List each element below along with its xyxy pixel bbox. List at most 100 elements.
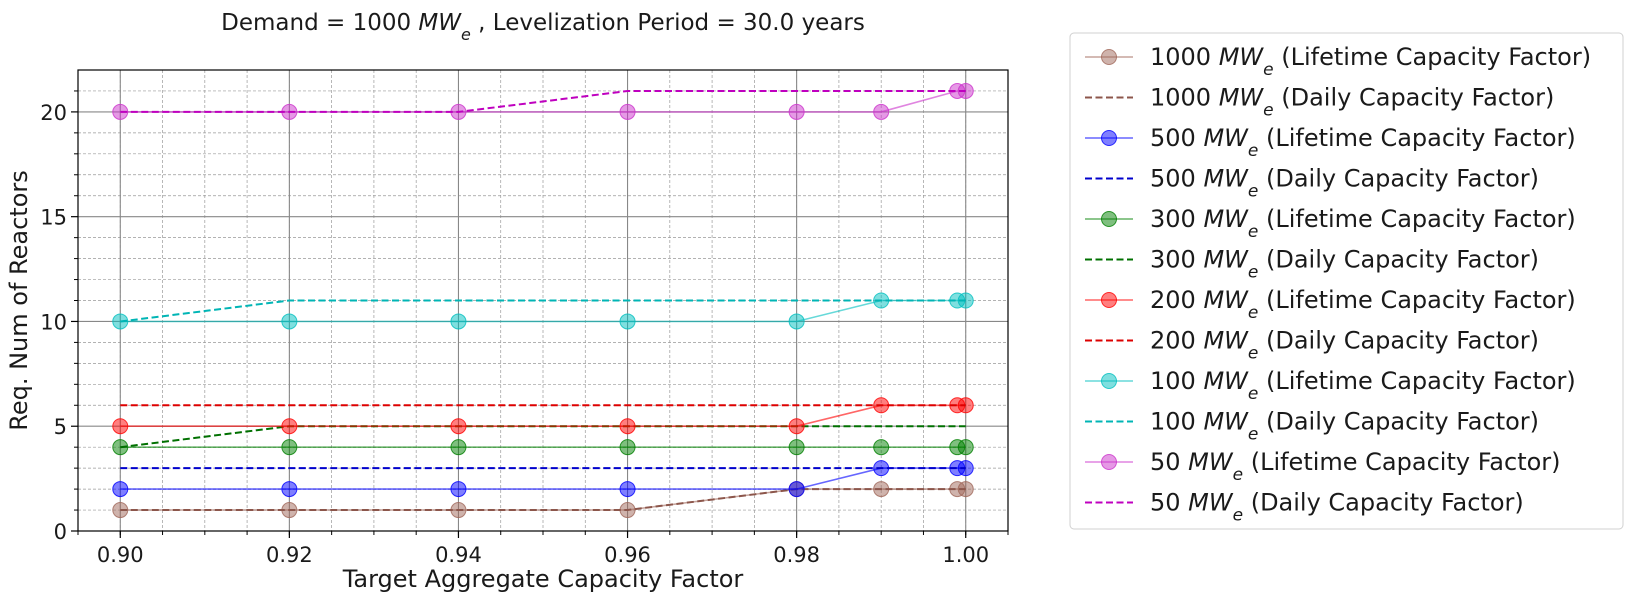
axis-ticks: 0.90 0.92 0.94 0.96 0.98 1.00 0 5 10 15 20 [40,90,1009,567]
data-point [450,418,467,435]
legend-label: 200 MWe (Daily Capacity Factor) [1150,327,1539,364]
y-tick-label: 10 [40,310,67,334]
data-point [619,481,636,498]
legend-entry: 100 MWe (Lifetime Capacity Factor) [1085,367,1576,404]
legend-unit: MW [1219,43,1265,71]
legend: 1000 MWe (Lifetime Capacity Factor)1000 … [1069,32,1624,530]
y-axis-label: Req. Num of Reactors [5,170,33,431]
data-point [619,103,636,120]
legend-marker [1101,49,1117,65]
legend-series-label: (Lifetime Capacity Factor) [1258,124,1575,152]
legend-size: 200 [1150,286,1203,314]
legend-entry: 1000 MWe (Lifetime Capacity Factor) [1085,43,1591,80]
data-point [957,397,974,414]
data-point [957,82,974,99]
x-tick-label: 1.00 [942,543,989,567]
data-point [281,313,298,330]
data-point [112,481,129,498]
y-tick-label: 20 [40,101,67,125]
legend-series-label: (Daily Capacity Factor) [1243,489,1524,517]
x-tick-label: 0.96 [604,543,651,567]
data-point [957,439,974,456]
legend-label: 1000 MWe (Lifetime Capacity Factor) [1150,43,1591,80]
legend-unit: MW [1203,205,1249,233]
legend-series-label: (Daily Capacity Factor) [1258,165,1539,193]
data-point [112,103,129,120]
series-line-daily [120,488,966,511]
legend-entry: 200 MWe (Daily Capacity Factor) [1085,327,1539,364]
data-point [957,481,974,498]
legend-unit-sub: e [1248,182,1258,202]
legend-label: 50 MWe (Lifetime Capacity Factor) [1150,448,1561,485]
legend-size: 1000 [1150,43,1219,71]
legend-unit-sub: e [1263,60,1273,80]
legend-marker [1101,130,1117,146]
x-tick-label: 0.90 [97,543,144,567]
legend-unit-sub: e [1248,425,1258,445]
data-point [788,439,805,456]
plot-area [112,82,974,519]
legend-unit-sub: e [1248,303,1258,323]
legend-unit: MW [1203,124,1249,152]
legend-unit-sub: e [1248,263,1258,283]
legend-series-label: (Daily Capacity Factor) [1258,408,1539,436]
legend-unit-sub: e [1248,344,1258,364]
data-point [281,481,298,498]
legend-size: 50 [1150,448,1188,476]
legend-size: 1000 [1150,84,1219,112]
legend-unit-sub: e [1233,465,1243,485]
legend-size: 50 [1150,489,1188,517]
y-tick-label: 0 [54,520,67,544]
data-point [788,418,805,435]
data-point [788,313,805,330]
legend-marker [1101,292,1117,308]
legend-frame [1069,32,1624,530]
legend-series-label: (Daily Capacity Factor) [1258,246,1539,274]
data-point [112,439,129,456]
legend-unit-sub: e [1233,506,1243,526]
legend-unit: MW [1219,84,1265,112]
legend-size: 500 [1150,165,1203,193]
legend-marker [1101,211,1117,227]
series-line-daily [120,299,966,323]
x-axis-label: Target Aggregate Capacity Factor [342,565,744,593]
legend-label: 300 MWe (Daily Capacity Factor) [1150,246,1539,283]
legend-entry: 50 MWe (Daily Capacity Factor) [1085,489,1524,526]
legend-unit: MW [1188,448,1234,476]
data-point [112,418,129,435]
legend-label: 100 MWe (Lifetime Capacity Factor) [1150,367,1576,404]
legend-marker [1101,373,1117,389]
data-point [619,418,636,435]
data-point [619,313,636,330]
legend-label: 1000 MWe (Daily Capacity Factor) [1150,84,1554,121]
legend-series-label: (Lifetime Capacity Factor) [1258,205,1575,233]
legend-series-label: (Lifetime Capacity Factor) [1258,367,1575,395]
legend-series-label: (Lifetime Capacity Factor) [1243,448,1560,476]
legend-unit-sub: e [1263,101,1273,121]
legend-label: 50 MWe (Daily Capacity Factor) [1150,489,1524,526]
y-tick-label: 5 [54,415,67,439]
legend-unit: MW [1203,408,1249,436]
legend-size: 100 [1150,408,1203,436]
legend-label: 100 MWe (Daily Capacity Factor) [1150,408,1539,445]
legend-series-label: (Lifetime Capacity Factor) [1274,43,1591,71]
legend-unit: MW [1203,367,1249,395]
legend-unit-sub: e [1248,222,1258,242]
data-point [619,439,636,456]
data-point [788,103,805,120]
legend-unit: MW [1203,246,1249,274]
data-point [873,103,890,120]
legend-entry: 300 MWe (Daily Capacity Factor) [1085,246,1539,283]
legend-unit: MW [1188,489,1234,517]
data-point [112,502,129,519]
legend-series-label: (Lifetime Capacity Factor) [1258,286,1575,314]
legend-size: 300 [1150,246,1203,274]
data-point [788,481,805,498]
legend-label: 500 MWe (Lifetime Capacity Factor) [1150,124,1576,161]
data-point [281,439,298,456]
legend-label: 300 MWe (Lifetime Capacity Factor) [1150,205,1576,242]
x-tick-label: 0.92 [266,543,313,567]
legend-entry: 100 MWe (Daily Capacity Factor) [1085,408,1539,445]
data-point [957,292,974,309]
